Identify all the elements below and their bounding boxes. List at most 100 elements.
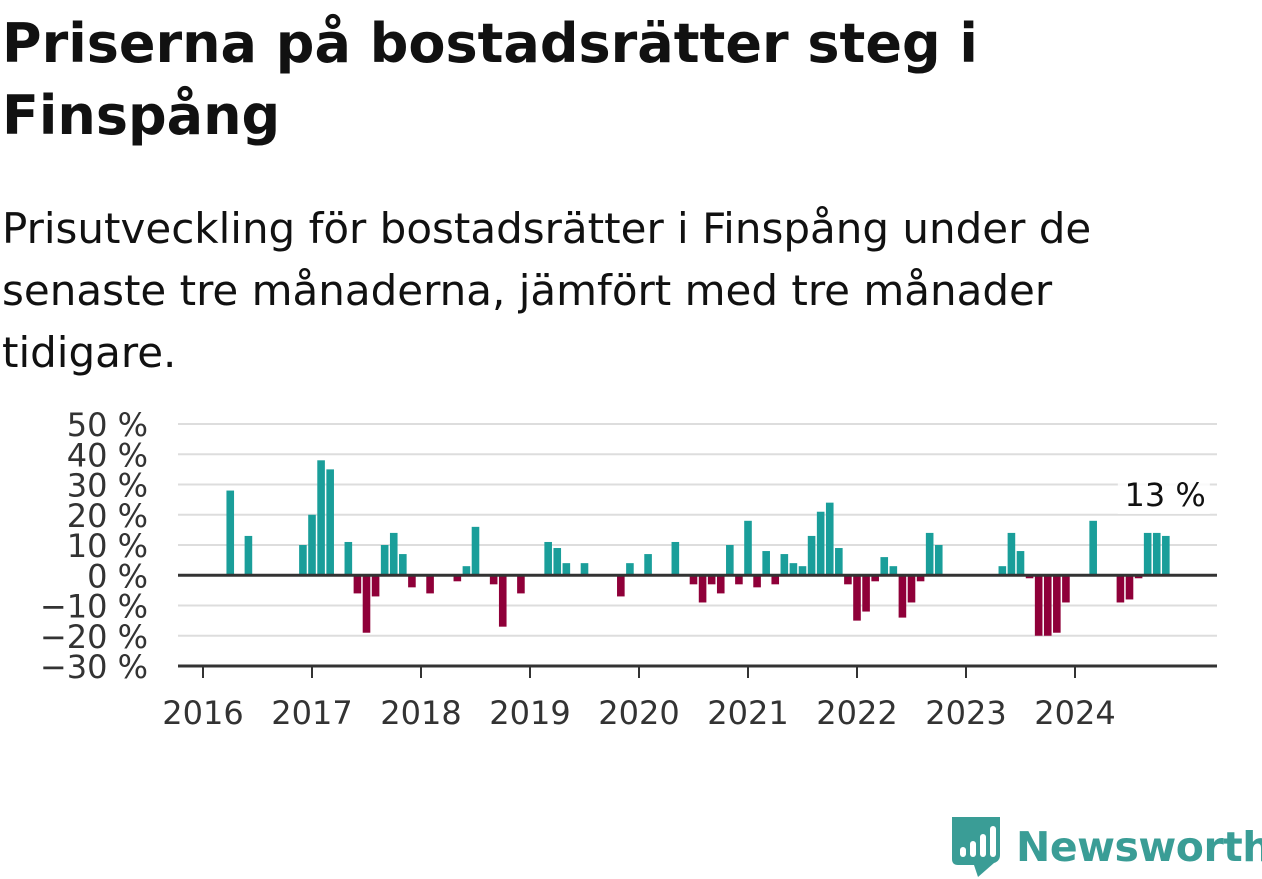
annotation-background — [1117, 469, 1210, 514]
bar — [299, 545, 307, 576]
y-tick-label: 10 % — [67, 527, 148, 565]
bar — [1062, 575, 1070, 603]
y-tick-label: 20 % — [67, 497, 148, 535]
y-tick-label: −10 % — [40, 588, 148, 626]
x-axis-ticks: 2016 2017 2018 2019 2020 2021 2022 2023 2024 — [162, 666, 1116, 732]
bar — [726, 545, 734, 576]
bar — [498, 575, 507, 627]
bar — [644, 554, 652, 576]
bar — [389, 532, 398, 576]
bar — [544, 541, 552, 576]
bar — [1089, 520, 1097, 576]
bar — [862, 575, 870, 612]
brand-logo[interactable]: Newsworthy — [952, 816, 1262, 878]
bar — [889, 566, 898, 576]
newsworthy-logo-icon — [952, 817, 1000, 877]
bar — [1125, 575, 1134, 600]
brand-name: Newsworthy — [1016, 823, 1262, 871]
bar — [380, 545, 389, 576]
bars — [226, 460, 1170, 636]
bar — [716, 575, 725, 594]
x-tick-label: 2017 — [271, 694, 352, 732]
bar — [626, 563, 634, 576]
last-value-label: 13 % — [1125, 476, 1206, 514]
bar — [844, 575, 852, 585]
bar — [816, 511, 825, 576]
bar — [671, 541, 680, 576]
bar — [553, 548, 562, 576]
bar — [371, 575, 380, 597]
bar — [1053, 575, 1061, 633]
bar — [344, 541, 353, 576]
bar — [408, 575, 416, 588]
y-tick-label: 40 % — [67, 436, 148, 474]
x-tick-label: 2020 — [598, 694, 679, 732]
x-tick-label: 2022 — [816, 694, 897, 732]
bar — [1016, 551, 1025, 576]
y-tick-label: −20 % — [40, 618, 148, 656]
bar — [462, 566, 471, 576]
bar — [998, 566, 1007, 576]
bar — [798, 566, 807, 576]
bar — [707, 575, 716, 585]
bar — [1034, 575, 1043, 636]
bar — [807, 535, 816, 576]
bar — [1043, 575, 1052, 636]
bar — [907, 575, 916, 603]
bar — [1007, 532, 1016, 576]
bar — [1025, 575, 1034, 579]
bar — [880, 557, 889, 576]
bar — [617, 575, 625, 597]
bar — [426, 575, 434, 594]
x-tick-label: 2016 — [162, 694, 243, 732]
x-tick-label: 2023 — [925, 694, 1006, 732]
bar — [317, 460, 325, 576]
bar-chart: 50 %40 %30 %20 %10 %0 %−10 %−20 %−30 % 2… — [40, 406, 1217, 732]
bar — [689, 575, 698, 585]
chart-title: Priserna på bostadsrätter steg i Finspån… — [2, 12, 978, 147]
bar — [916, 575, 925, 582]
bar — [244, 535, 253, 576]
y-axis-ticks: 50 %40 %30 %20 %10 %0 %−10 %−20 %−30 % — [40, 406, 148, 686]
bar — [925, 532, 934, 576]
bar — [871, 575, 879, 582]
y-tick-label: 30 % — [67, 467, 148, 505]
bar — [562, 563, 571, 576]
bar — [698, 575, 707, 603]
bar — [399, 554, 407, 576]
bar — [898, 575, 907, 618]
bar — [762, 551, 770, 576]
bar — [1143, 532, 1152, 576]
bar — [853, 575, 861, 621]
bar — [326, 469, 334, 576]
y-tick-label: −30 % — [40, 648, 148, 686]
bar — [489, 575, 498, 585]
bar — [580, 563, 589, 576]
x-tick-label: 2021 — [707, 694, 788, 732]
bar — [735, 575, 743, 585]
bar — [1162, 535, 1170, 576]
chart-subtitle: Prisutveckling för bostadsrätter i Finsp… — [2, 204, 1092, 377]
bar — [789, 563, 798, 576]
bar — [825, 502, 834, 576]
y-tick-label: 0 % — [87, 557, 148, 595]
bar — [744, 520, 752, 576]
bar — [835, 548, 843, 576]
axes — [178, 573, 1217, 668]
x-tick-label: 2024 — [1034, 694, 1115, 732]
bar — [517, 575, 525, 594]
bar — [780, 554, 789, 576]
bar — [471, 526, 480, 576]
bar — [453, 575, 462, 582]
bar — [1116, 575, 1125, 603]
bar — [1134, 575, 1143, 579]
bar — [771, 575, 780, 585]
x-tick-label: 2018 — [380, 694, 461, 732]
bar — [353, 575, 362, 594]
bar — [934, 545, 943, 576]
x-tick-label: 2019 — [489, 694, 570, 732]
bar — [308, 514, 316, 576]
y-tick-label: 50 % — [67, 406, 148, 444]
bar — [753, 575, 761, 588]
bar — [1152, 532, 1161, 576]
